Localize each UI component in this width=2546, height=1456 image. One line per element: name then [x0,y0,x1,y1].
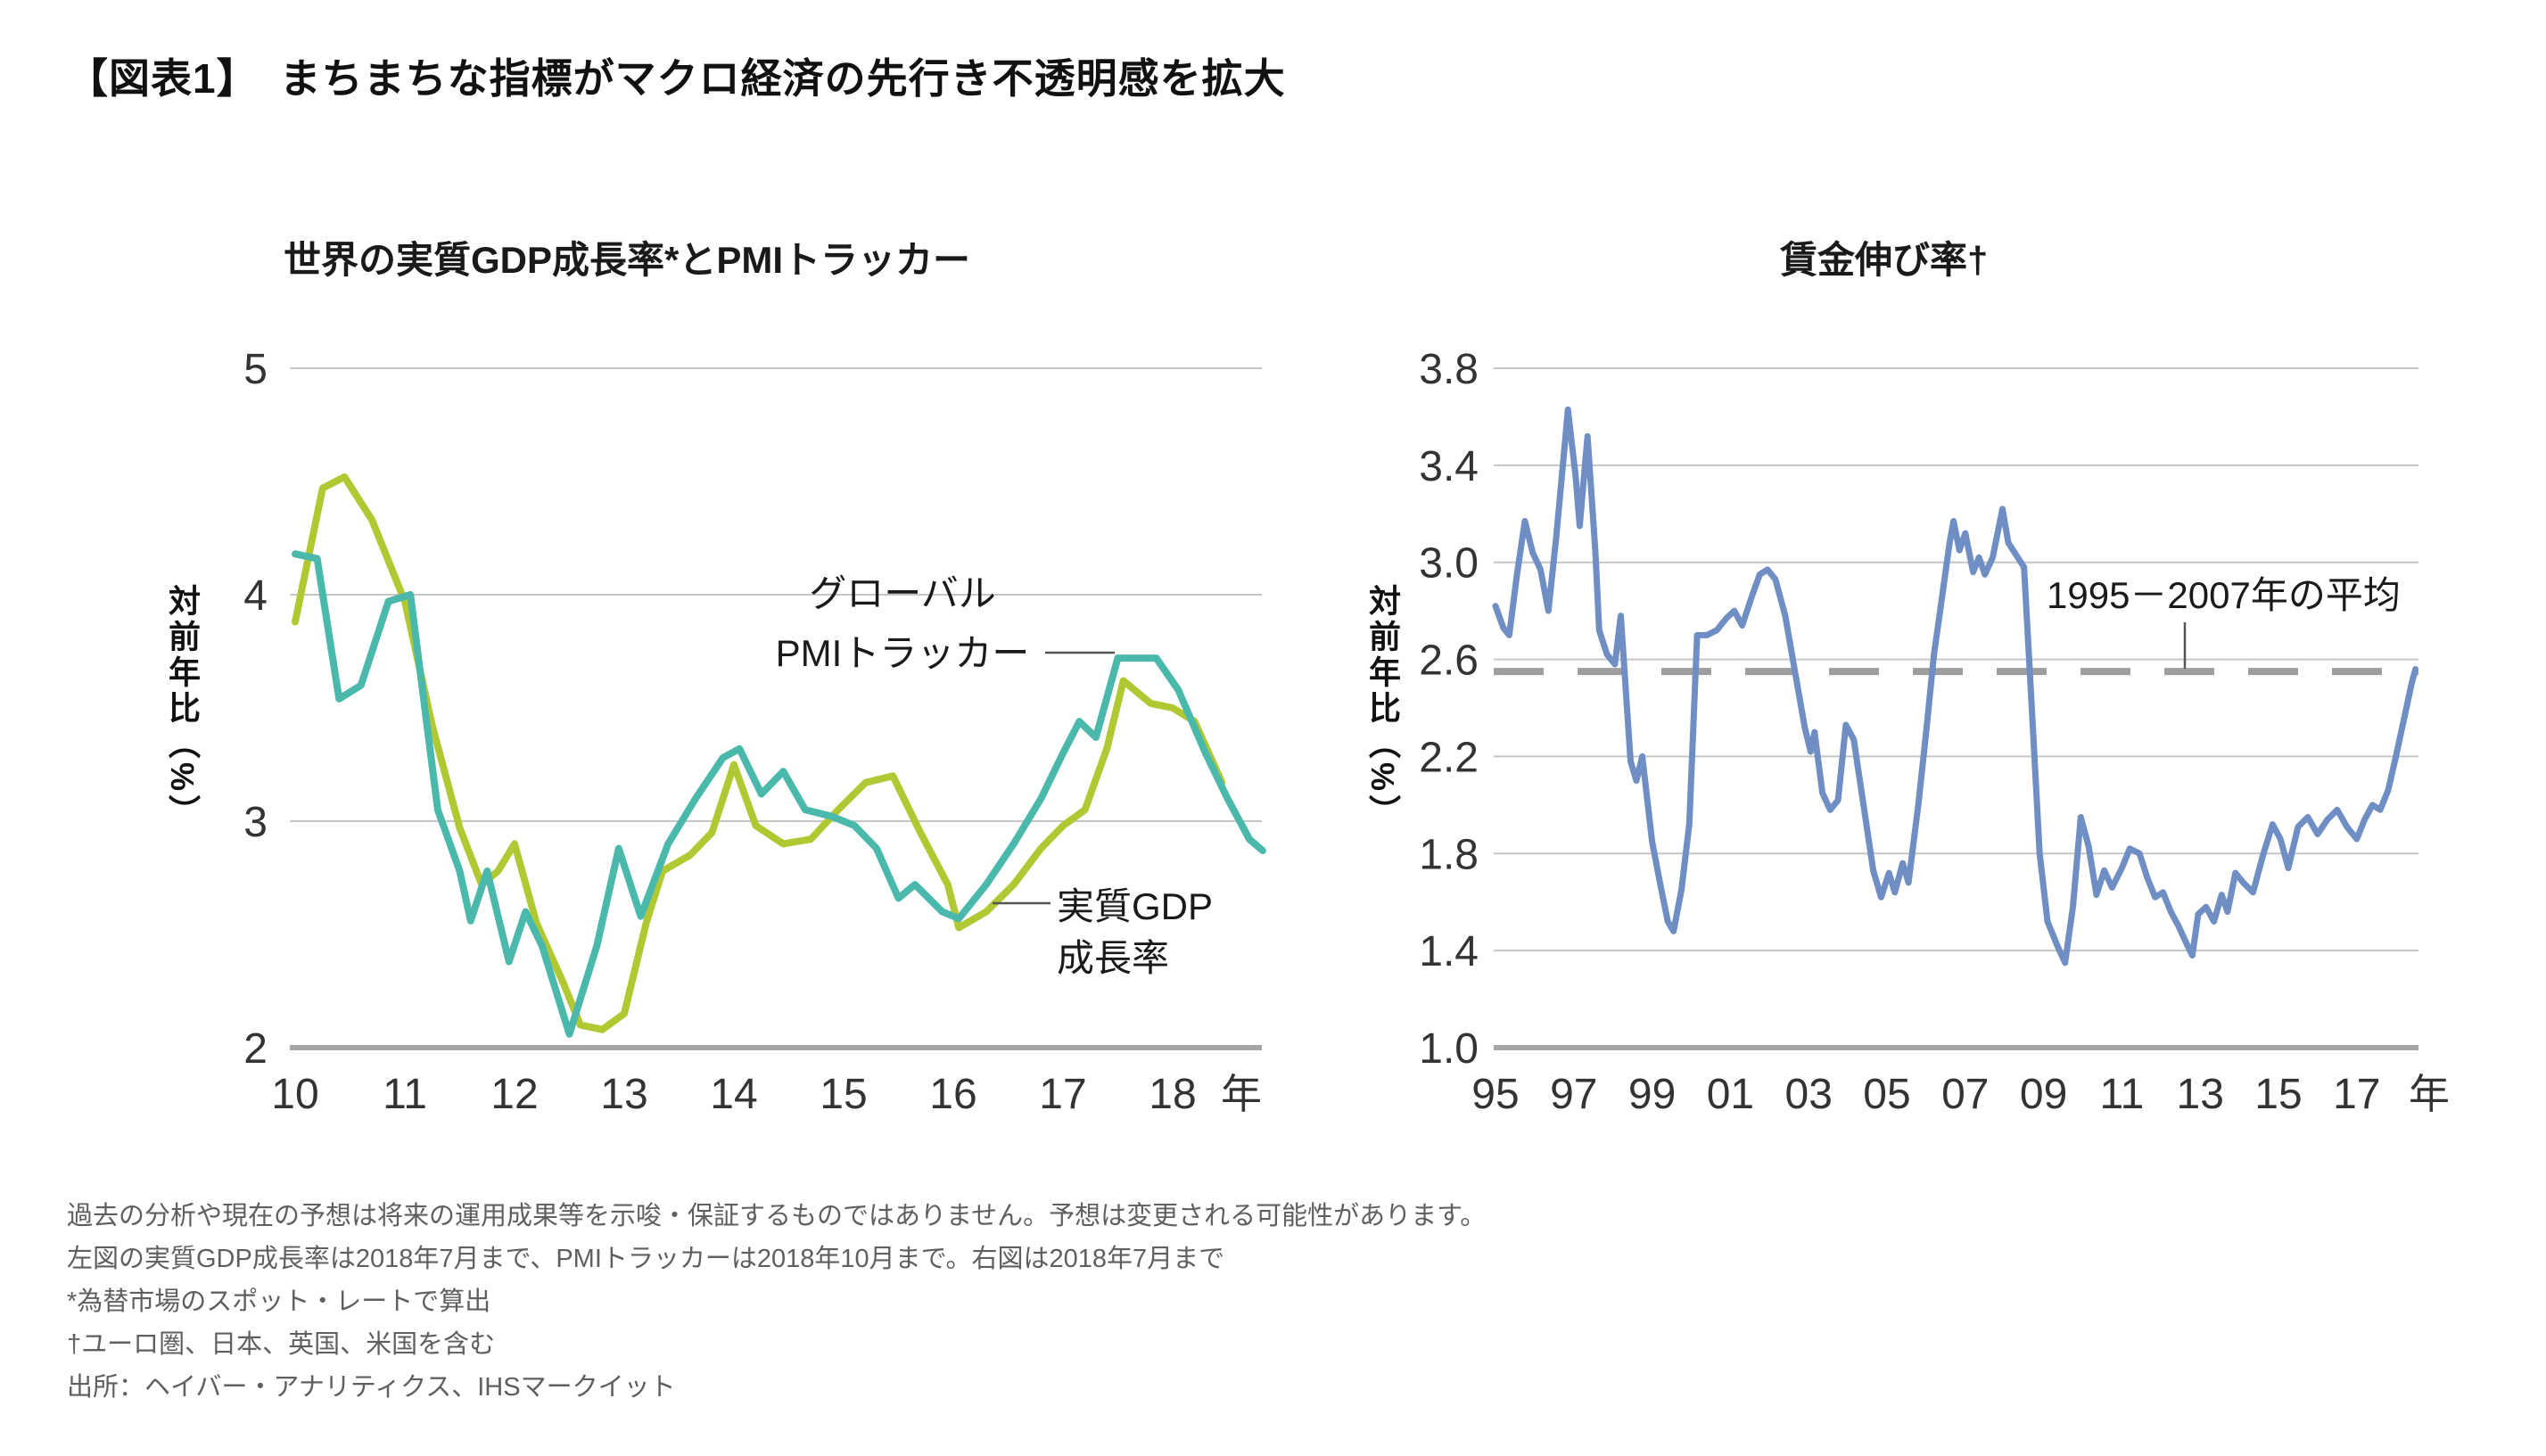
wage-chart-series-0-line [1492,406,2419,967]
gdp-pmi-chart-x-tick-label: 13 [600,1071,647,1118]
wage-chart-x-tick-label: 97 [1550,1071,1597,1118]
wage-chart-y-tick-label: 2.6 [1419,638,1479,685]
wage-chart-x-tick-label: 01 [1707,1071,1754,1118]
gdp-annotation-line2: 成長率 [1057,937,1170,979]
pmi-tracker-annotation: グローバル PMIトラッカー [724,563,1081,683]
left-y-axis-label: 対前年比（%） [164,584,201,831]
wage-chart-x-axis-unit-label: 年 [2409,1071,2450,1117]
gdp-pmi-chart-y-tick-label: 3 [243,799,268,846]
gdp-pmi-chart-x-tick-label: 16 [929,1071,976,1118]
pmi-annotation-line1: グローバル [809,572,996,614]
gdp-pmi-chart-y-tick-label: 2 [243,1025,268,1073]
wage-chart-x-tick-label: 99 [1628,1071,1676,1118]
left-chart-title: 世界の実質GDP成長率*とPMIトラッカー [284,239,971,281]
figure-title: 【図表1】 まちまちな指標がマクロ経済の先行き不透明感を拡大 [67,55,1286,102]
gdp-pmi-chart-series-0-line [292,473,1226,1033]
gdp-pmi-chart-x-tick-label: 12 [490,1071,538,1118]
wage-chart-x-tick-label: 13 [2177,1071,2224,1118]
wage-chart-x-tick-label: 11 [2099,1071,2144,1118]
wage-chart-y-tick-label: 1.0 [1419,1025,1479,1073]
average-line-annotation: 1995－2007年の平均 [2047,574,2401,616]
wage-chart-x-tick-label: 17 [2333,1071,2380,1118]
gdp-pmi-chart-y-tick-label: 4 [243,572,268,620]
right-chart-title: 賃金伸び率† [1780,239,1989,281]
gdp-pmi-chart-y-tick-label: 5 [243,346,268,393]
gdp-pmi-chart-series-1-line [292,550,1266,1038]
footnote-spot-rate: *為替市場のスポット・レートで算出 [67,1287,491,1316]
gdp-pmi-chart-x-tick-label: 14 [710,1071,757,1118]
wage-chart-y-tick-label: 1.8 [1419,831,1479,878]
gdp-pmi-chart-x-axis-unit-label: 年 [1221,1071,1262,1117]
wage-chart-x-tick-label: 07 [1941,1071,1989,1118]
wage-chart-y-tick-label: 2.2 [1419,734,1479,781]
wage-chart-y-tick-label: 3.4 [1419,443,1479,490]
wage-chart-x-tick-label: 15 [2254,1071,2302,1118]
real-gdp-annotation: 実質GDP 成長率 [1057,881,1213,984]
footnotes: 過去の分析や現在の予想は将来の運用成果等を示唆・保証するものではありません。予想… [67,1195,1486,1409]
wage-chart-x-tick-label: 03 [1785,1071,1833,1118]
footnote-data-range: 左図の実質GDP成長率は2018年7月まで、PMIトラッカーは2018年10月ま… [67,1245,1225,1273]
pmi-annotation-line2: PMIトラッカー [775,632,1030,674]
gdp-pmi-chart-x-tick-label: 18 [1149,1071,1196,1118]
right-y-axis-label: 対前年比（%） [1364,584,1401,831]
wage-chart-y-tick-label: 3.8 [1419,346,1479,393]
wage-chart-x-tick-label: 09 [2020,1071,2067,1118]
gdp-pmi-chart-x-tick-label: 10 [271,1071,318,1118]
gdp-pmi-chart-x-tick-label: 17 [1039,1071,1086,1118]
wage-chart-y-tick-label: 1.4 [1419,928,1479,975]
wage-chart-x-tick-label: 95 [1471,1071,1519,1118]
gdp-pmi-chart-x-tick-label: 15 [820,1071,867,1118]
wage-chart-x-tick-label: 05 [1863,1071,1910,1118]
footnote-source: 出所：ヘイバー・アナリティクス、IHSマークイット [67,1373,676,1402]
gdp-annotation-line1: 実質GDP [1057,885,1214,927]
wage-chart-y-tick-label: 3.0 [1419,540,1479,588]
footnote-regions: †ユーロ圏、日本、英国、米国を含む [67,1330,496,1359]
footnote-disclaimer: 過去の分析や現在の予想は将来の運用成果等を示唆・保証するものではありません。予想… [67,1202,1487,1230]
gdp-pmi-chart-x-tick-label: 11 [383,1071,427,1118]
